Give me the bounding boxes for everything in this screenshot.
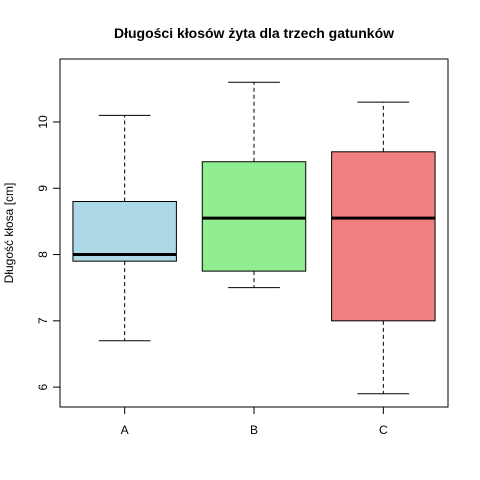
y-tick-label-9: 9 bbox=[36, 185, 50, 192]
y-tick-label-8: 8 bbox=[36, 251, 50, 258]
x-tick-label-A: A bbox=[121, 423, 129, 437]
box-body-B bbox=[201, 161, 307, 272]
box-body-C bbox=[331, 151, 436, 322]
x-tick-label-B: B bbox=[250, 423, 258, 437]
y-axis: 6 7 8 9 10 bbox=[36, 115, 60, 390]
chart-title: Długości kłosów żyta dla trzech gatunków bbox=[114, 25, 394, 41]
y-tick-label-10: 10 bbox=[36, 115, 50, 129]
box-C bbox=[331, 101, 436, 395]
y-tick-label-6: 6 bbox=[36, 383, 50, 390]
box-B bbox=[201, 81, 307, 289]
y-axis-title: Długość kłosa [cm] bbox=[2, 183, 16, 284]
plot-area bbox=[72, 81, 436, 395]
box-A bbox=[72, 114, 177, 342]
x-tick-label-C: C bbox=[379, 423, 388, 437]
box-body-A bbox=[72, 201, 177, 262]
y-tick-label-7: 7 bbox=[36, 317, 50, 324]
x-axis: A B C bbox=[121, 407, 388, 437]
